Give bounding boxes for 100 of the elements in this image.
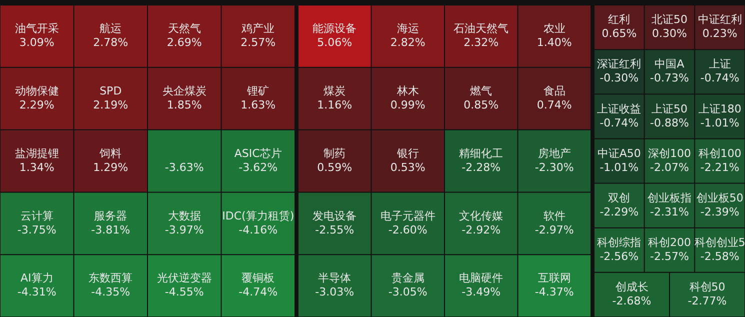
category-label: 半导体 bbox=[318, 272, 352, 285]
category-label: 食品 bbox=[543, 84, 566, 98]
category-label: 石油天然气 bbox=[454, 22, 509, 36]
category-label: 房地产 bbox=[538, 146, 571, 160]
category-label: 农业 bbox=[543, 22, 566, 36]
data-label: 1.16% bbox=[317, 98, 352, 112]
category-label: 光伏逆变器 bbox=[156, 272, 212, 285]
category-label: 科创创业5 bbox=[694, 236, 745, 249]
category-label: ASIC芯片 bbox=[234, 146, 282, 160]
data-label: -2.97% bbox=[534, 223, 574, 236]
category-label: 服务器 bbox=[94, 209, 128, 222]
data-label: 2.29% bbox=[19, 98, 54, 112]
data-label: -3.97% bbox=[164, 223, 204, 236]
category-label: 互联网 bbox=[538, 272, 571, 285]
data-label: -2.58% bbox=[700, 250, 740, 263]
data-label: 0.65% bbox=[602, 27, 637, 40]
data-label: -3.63% bbox=[164, 160, 204, 174]
data-label: -1.01% bbox=[600, 160, 639, 174]
category-label: 上证 bbox=[708, 58, 731, 71]
category-label: 科创综指 bbox=[597, 236, 642, 249]
category-label: 覆铜板 bbox=[242, 272, 275, 285]
category-label: 燃气 bbox=[470, 84, 492, 98]
data-label: -3.75% bbox=[17, 223, 56, 236]
data-label: 1.85% bbox=[166, 98, 202, 112]
category-label: 能源设备 bbox=[312, 22, 357, 36]
data-label: 5.06% bbox=[317, 36, 352, 50]
data-label: 1.34% bbox=[19, 160, 54, 174]
category-label: 航运 bbox=[100, 22, 122, 36]
category-label: 文化传媒 bbox=[459, 209, 504, 222]
category-label: 中证A50 bbox=[597, 146, 641, 160]
category-label: 发电设备 bbox=[312, 209, 357, 222]
category-label: 软件 bbox=[543, 209, 566, 222]
data-label: -4.37% bbox=[534, 286, 574, 299]
category-label: 科创50 bbox=[689, 280, 726, 294]
category-label: 油气开采 bbox=[14, 22, 59, 36]
data-label: -0.73% bbox=[650, 72, 689, 85]
data-label: 2.78% bbox=[93, 36, 128, 50]
category-label: 东数西算 bbox=[88, 272, 133, 285]
category-label: 上证50 bbox=[652, 102, 688, 116]
category-label: 科创100 bbox=[698, 146, 742, 160]
category-label: 锂矿 bbox=[246, 84, 270, 98]
data-label: 2.57% bbox=[240, 36, 276, 50]
data-label: 0.23% bbox=[702, 27, 738, 40]
category-label: 创业板50 bbox=[696, 191, 744, 204]
data-label: -3.05% bbox=[388, 286, 428, 299]
category-label: 云计算 bbox=[20, 209, 54, 222]
category-label: 银行 bbox=[396, 146, 419, 160]
data-label: 0.99% bbox=[390, 98, 426, 112]
data-label: -2.77% bbox=[688, 294, 727, 308]
data-label: -2.55% bbox=[315, 223, 354, 236]
category-label: 贵金属 bbox=[391, 272, 424, 285]
category-label: 创业板指 bbox=[648, 191, 692, 204]
category-label: 电子元器件 bbox=[380, 209, 436, 222]
data-label: 2.69% bbox=[166, 36, 202, 50]
category-label: 制药 bbox=[324, 146, 346, 160]
data-label: -2.30% bbox=[534, 160, 574, 174]
data-label: -2.57% bbox=[650, 250, 689, 263]
category-label: 鸡产业 bbox=[240, 22, 275, 36]
category-label: 北证50 bbox=[652, 13, 688, 26]
data-label: -2.60% bbox=[388, 223, 428, 236]
data-label: 0.30% bbox=[652, 27, 687, 40]
data-label: -0.88% bbox=[650, 116, 689, 130]
category-label: 上证收益 bbox=[597, 102, 642, 116]
data-label: -2.28% bbox=[462, 160, 501, 174]
category-label: 双创 bbox=[608, 191, 630, 204]
category-label: 盐湖提锂 bbox=[14, 146, 59, 160]
data-label: -2.07% bbox=[650, 160, 689, 174]
data-label: 1.29% bbox=[93, 160, 128, 174]
category-label: 天然气 bbox=[168, 22, 201, 36]
category-label: 上证180 bbox=[698, 102, 742, 116]
category-label: 大数据 bbox=[168, 209, 201, 222]
data-label: 2.19% bbox=[93, 98, 128, 112]
data-label: 1.40% bbox=[536, 36, 572, 50]
data-label: 0.74% bbox=[536, 98, 572, 112]
data-label: -1.01% bbox=[700, 116, 740, 130]
data-label: 1.63% bbox=[240, 98, 276, 112]
data-label: 2.32% bbox=[464, 36, 499, 50]
data-label: -2.56% bbox=[600, 250, 639, 263]
data-label: 0.59% bbox=[317, 160, 352, 174]
data-label: 0.53% bbox=[390, 160, 426, 174]
data-label: -4.31% bbox=[17, 286, 56, 299]
data-label: -3.49% bbox=[462, 286, 501, 299]
data-label: -3.62% bbox=[238, 160, 278, 174]
category-label: 海运 bbox=[396, 22, 419, 36]
category-label: 创成长 bbox=[615, 280, 648, 294]
data-label: -4.35% bbox=[91, 286, 130, 299]
data-label: -4.55% bbox=[164, 286, 204, 299]
category-label: 央企煤炭 bbox=[162, 84, 206, 98]
category-label: 电脑硬件 bbox=[459, 272, 504, 285]
data-label: 0.85% bbox=[464, 98, 499, 112]
data-label: -2.68% bbox=[612, 294, 652, 308]
data-label: 2.82% bbox=[390, 36, 426, 50]
data-label: -4.16% bbox=[238, 223, 278, 236]
category-label: 深证红利 bbox=[597, 58, 642, 71]
category-label: AI算力 bbox=[20, 272, 54, 285]
category-label: 饲料 bbox=[98, 146, 122, 160]
data-label: -3.03% bbox=[315, 286, 354, 299]
category-label: 动物保健 bbox=[14, 84, 59, 98]
category-label: 中国A bbox=[654, 58, 685, 71]
category-label: 科创200 bbox=[648, 236, 691, 249]
